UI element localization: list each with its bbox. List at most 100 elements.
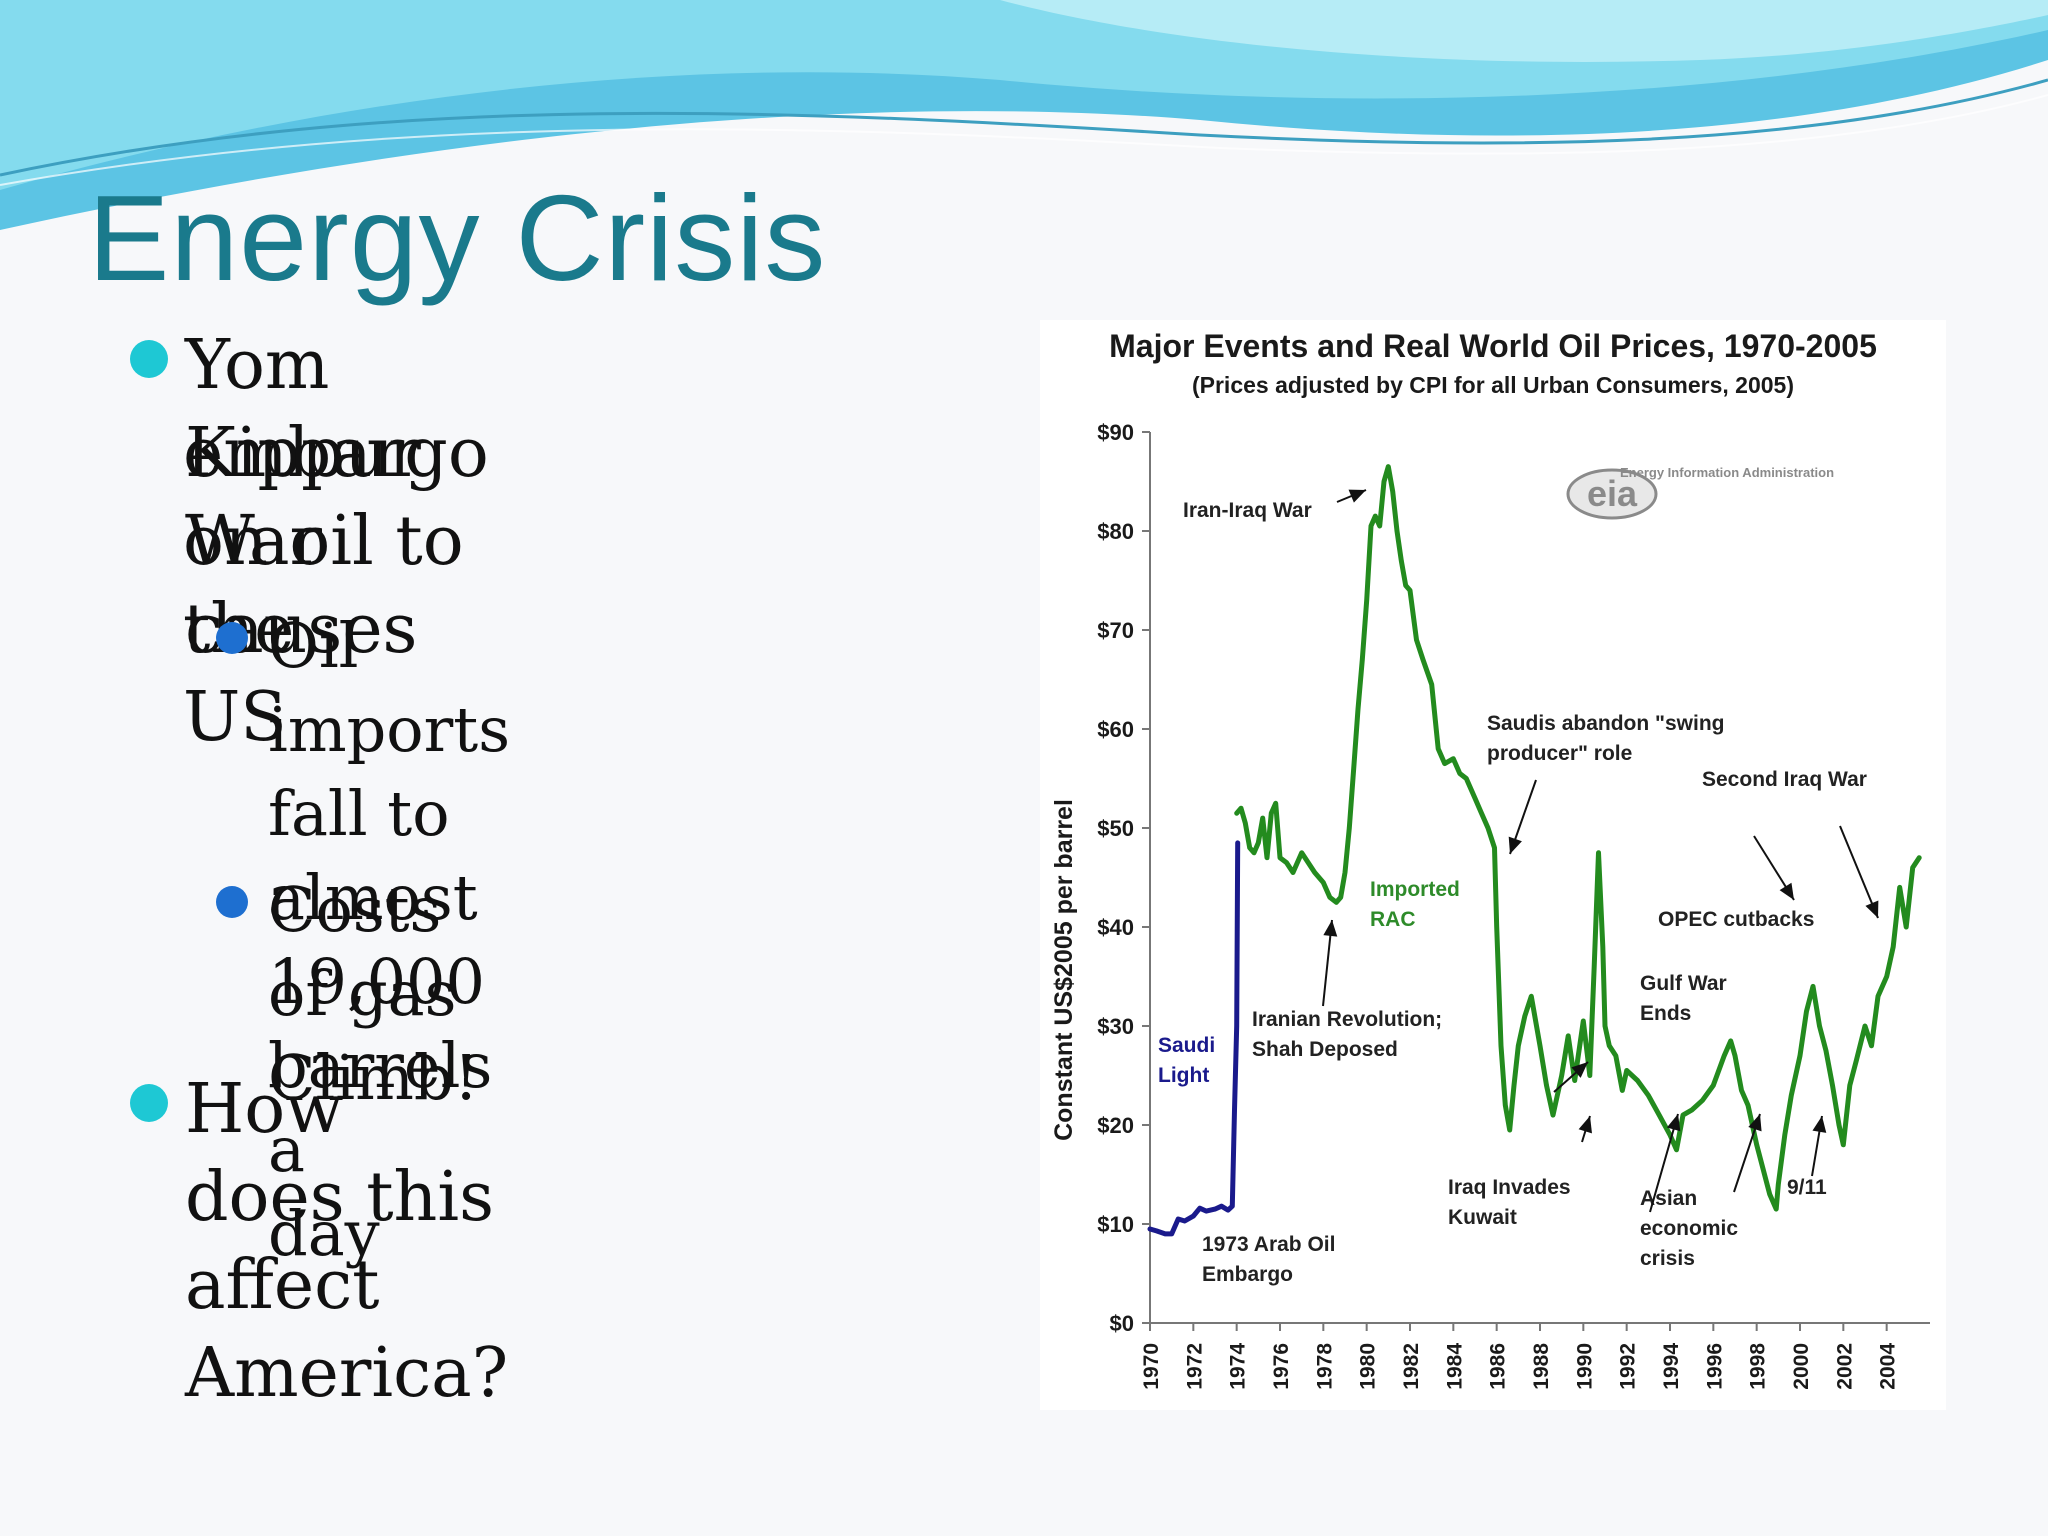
data-point [1538, 1044, 1542, 1047]
wave-light [0, 0, 2048, 62]
data-point [1712, 1084, 1715, 1087]
data-point [1723, 1054, 1726, 1057]
data-point [1508, 1128, 1511, 1132]
annotation-text: Second Iraq War [1702, 768, 1867, 791]
slide-title: Energy Crisis [88, 170, 827, 306]
x-tick-label: 1974 [1227, 1343, 1250, 1390]
data-point [1842, 1143, 1845, 1146]
arrow-head [1748, 1114, 1762, 1132]
data-point [1837, 1123, 1841, 1127]
chart-plot: $0$10$20$30$40$50$60$70$80$90 1970 1972 19… [1050, 420, 1930, 1390]
data-point [1458, 772, 1461, 775]
annotation-arrows [1322, 489, 1879, 1213]
chart-series [1147, 464, 1922, 1237]
data-point [1430, 683, 1433, 686]
annotation-text: OPEC cutbacks [1658, 908, 1814, 931]
x-tick-label: 2000 [1790, 1343, 1813, 1390]
y-tick-label: $60 [1097, 717, 1134, 742]
data-point [1443, 762, 1446, 765]
header-wave-decoration [0, 0, 2048, 230]
data-point [1465, 777, 1468, 780]
chart-subtitle: (Prices adjusted by CPI for all Urban Co… [1191, 372, 1795, 398]
data-point [1361, 658, 1364, 661]
data-point [1625, 1069, 1628, 1072]
bullet-item: Oil imports fall to almost 19,000 barrel… [268, 604, 510, 1276]
bullet-line: Oil imports fall to [268, 609, 511, 850]
x-tick-label: 1970 [1140, 1343, 1163, 1390]
bullet-line: day [268, 1197, 380, 1270]
data-point [1775, 1207, 1778, 1211]
data-point [1257, 841, 1260, 845]
data-point [1387, 465, 1390, 468]
data-point [1235, 812, 1238, 815]
y-tick-labels: $0 $10 $20 $30 $40 $50 $60 $70 $80 $90 [1097, 420, 1134, 1336]
data-point [1339, 896, 1342, 899]
x-tick-label: 2002 [1833, 1343, 1856, 1390]
data-point [1593, 965, 1596, 968]
bullet-item-cont: embargo on oil to the US [183, 410, 489, 762]
data-point [1885, 975, 1888, 978]
bullet-dot [130, 340, 168, 378]
data-point [1408, 589, 1412, 592]
data-point [1220, 1205, 1223, 1208]
data-point [1681, 1113, 1685, 1117]
data-point [1863, 1024, 1867, 1028]
arrow-head [1865, 900, 1879, 918]
data-point [1905, 925, 1908, 929]
data-point [1356, 708, 1360, 711]
data-point [1252, 851, 1256, 854]
wave-line-2 [0, 94, 2048, 186]
x-tick-label: 1994 [1660, 1343, 1683, 1390]
x-tick-label: 1980 [1357, 1343, 1380, 1390]
data-point [1183, 1219, 1186, 1223]
data-point [1668, 1133, 1672, 1137]
data-point [1892, 945, 1895, 948]
data-point [1213, 1207, 1217, 1211]
data-point [1824, 1049, 1828, 1052]
data-point [1495, 925, 1498, 929]
data-point [1198, 1207, 1201, 1210]
data-point [1226, 1208, 1230, 1212]
data-point [1378, 524, 1381, 528]
data-point [1382, 480, 1386, 483]
data-point [1530, 995, 1533, 998]
data-point [1155, 1229, 1158, 1233]
bullet-line: How does this affect [185, 1070, 494, 1325]
y-tick-label: $40 [1097, 915, 1134, 940]
data-point [1560, 1074, 1563, 1077]
y-tick-label: $70 [1097, 618, 1134, 643]
annotation-text: Iranian Revolution; [1252, 1008, 1442, 1031]
bullet-item: Costs of gas Climb! [268, 868, 479, 1120]
x-tick-label: 1978 [1313, 1343, 1336, 1390]
data-point [1236, 841, 1239, 845]
annotation-text: Gulf War [1640, 972, 1727, 995]
y-tick-label: $10 [1097, 1212, 1134, 1237]
arrow-head [1812, 1116, 1827, 1133]
data-point [1608, 1044, 1611, 1047]
data-point [1233, 1108, 1236, 1112]
data-point [1437, 747, 1440, 750]
data-point [1603, 1024, 1607, 1028]
data-point [1404, 584, 1407, 587]
data-point [1805, 1010, 1808, 1013]
annotation-text: Light [1158, 1064, 1209, 1087]
annotation-text: crisis [1640, 1247, 1695, 1270]
data-point [1647, 1094, 1650, 1097]
data-point [1452, 757, 1455, 760]
annotation-text: Imported [1370, 878, 1460, 901]
chart-annotations: Iran-Iraq War Imported RAC Iranian Revoluti… [1158, 499, 1867, 1286]
data-point [1313, 871, 1316, 874]
bullet-line: America? [185, 1334, 509, 1413]
data-point [1348, 826, 1351, 830]
data-point [1300, 851, 1303, 854]
data-point [1658, 1113, 1661, 1117]
x-tick-label: 1988 [1530, 1343, 1553, 1390]
y-tick-label: $80 [1097, 519, 1134, 544]
data-point [1239, 807, 1243, 810]
arrow-head [1571, 1062, 1588, 1078]
annotation-text: 1973 Arab Oil [1202, 1233, 1335, 1256]
data-point [1701, 1099, 1704, 1102]
data-point [1493, 846, 1496, 849]
data-point [1523, 1014, 1526, 1018]
y-axis-label: Constant US$2005 per barrel [1050, 799, 1078, 1141]
